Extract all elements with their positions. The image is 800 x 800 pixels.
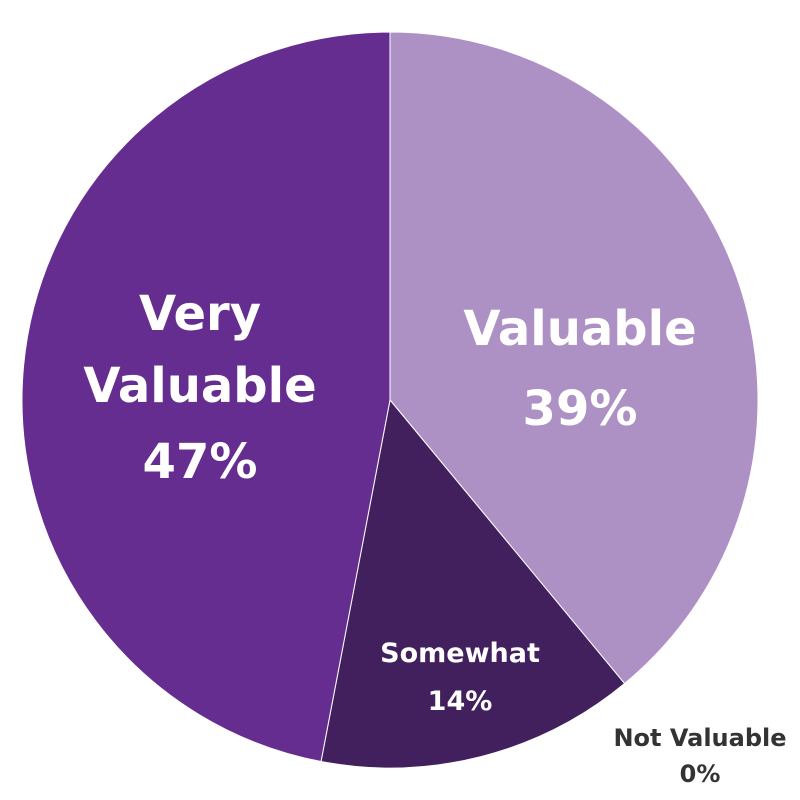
pie-slice-somewhat [320,398,626,769]
slice-value-somewhat: 14% [428,686,493,717]
pie-labels: Valuable 39% Very Valuable 47% Somewhat … [83,286,786,788]
slice-label-very-valuable-line2: Valuable [83,358,316,414]
pie-slice-very-valuable [21,31,391,763]
slice-label-very-valuable-line1: Very [139,286,261,342]
slice-label-not-valuable: Not Valuable [613,724,786,752]
slice-label-valuable: Valuable [463,301,696,357]
slice-value-very-valuable: 47% [143,434,258,490]
slice-value-valuable: 39% [523,381,638,437]
slice-label-somewhat: Somewhat [380,638,540,669]
pie-slice-valuable [389,31,759,685]
pie-slices [21,31,759,769]
slice-value-not-valuable: 0% [680,760,721,788]
